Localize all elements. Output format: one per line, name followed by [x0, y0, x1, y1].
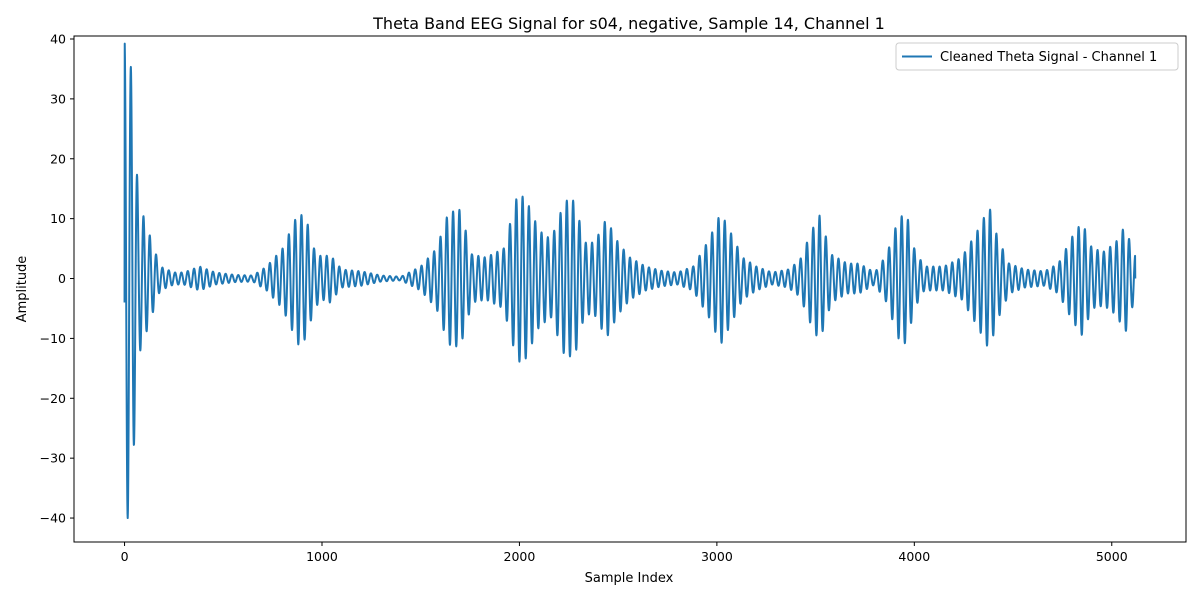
x-axis-label: Sample Index: [585, 571, 674, 586]
x-tick-label: 2000: [504, 549, 536, 564]
y-axis-label: Amplitude: [15, 256, 30, 323]
x-tick-label: 3000: [701, 549, 733, 564]
series-layer: [123, 42, 1137, 520]
legend-label: Cleaned Theta Signal - Channel 1: [940, 50, 1157, 65]
x-tick-label: 0: [121, 549, 129, 564]
x-tick-label: 4000: [898, 549, 930, 564]
legend: Cleaned Theta Signal - Channel 1: [895, 42, 1179, 71]
chart-title: Theta Band EEG Signal for s04, negative,…: [372, 14, 885, 33]
x-tick-label: 5000: [1096, 549, 1128, 564]
y-tick-label: 20: [50, 151, 66, 166]
y-tick-label: 30: [50, 91, 66, 106]
x-ticks: 0 1000 2000 3000 4000 5000: [121, 542, 1128, 564]
y-tick-label: −10: [40, 331, 66, 346]
y-tick-label: 0: [58, 271, 66, 286]
y-tick-label: −30: [40, 451, 66, 466]
y-ticks: −40 −30 −20 −10 0 10 20 30 40: [40, 31, 74, 526]
y-tick-label: −40: [40, 511, 66, 526]
series-line-cleaned-theta-signal: [123, 42, 1137, 520]
legend-box: [895, 42, 1179, 71]
y-tick-label: 40: [50, 31, 66, 46]
y-tick-label: 10: [50, 211, 66, 226]
axes-frame: [73, 35, 1187, 543]
plot-area: 0 1000 2000 3000 4000 5000 −40 −30 −20 −10 0 10 20 3…: [40, 31, 1187, 564]
y-tick-label: −20: [40, 391, 66, 406]
x-tick-label: 1000: [306, 549, 338, 564]
